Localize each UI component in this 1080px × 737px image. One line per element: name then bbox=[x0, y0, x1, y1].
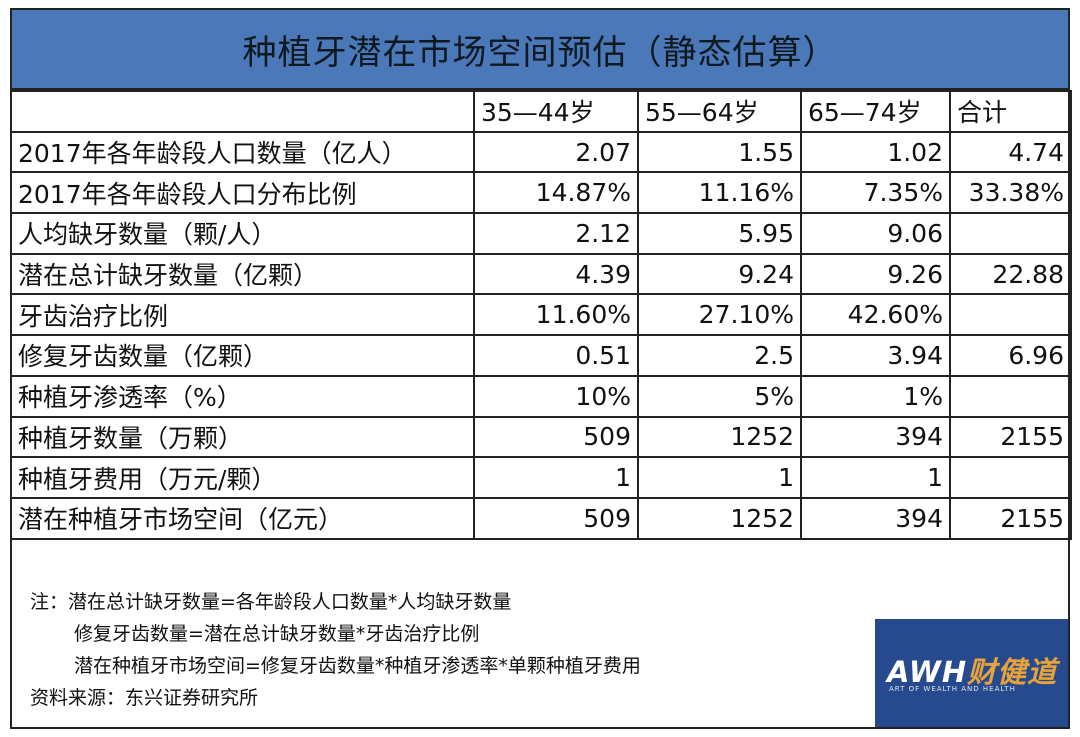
table-cell: 2155 bbox=[949, 496, 1072, 540]
table-row: 修复牙齿数量（亿颗） 0.51 2.5 3.94 6.96 bbox=[10, 334, 1072, 377]
table-cell: 5.95 bbox=[637, 212, 802, 255]
column-header: 35—44岁 bbox=[473, 90, 639, 133]
table-cell: 14.87% bbox=[473, 171, 639, 215]
table-row: 2017年各年龄段人口分布比例 14.87% 11.16% 7.35% 33.38% bbox=[10, 171, 1072, 215]
source-line: 资料来源：东兴证券研究所 bbox=[30, 687, 259, 709]
row-label: 牙齿治疗比例 bbox=[10, 293, 475, 337]
table-row: 种植牙数量（万颗） 509 1252 394 2155 bbox=[10, 415, 1072, 459]
table-cell: 1252 bbox=[637, 415, 802, 459]
column-header: 65—74岁 bbox=[800, 90, 951, 133]
table-row: 潜在总计缺牙数量（亿颗） 4.39 9.24 9.26 22.88 bbox=[10, 252, 1072, 296]
table-cell: 394 bbox=[800, 415, 951, 459]
table-cell: 1252 bbox=[637, 496, 802, 540]
table-row: 潜在种植牙市场空间（亿元） 509 1252 394 2155 bbox=[10, 496, 1072, 540]
table-row: 2017年各年龄段人口数量（亿人） 2.07 1.55 1.02 4.74 bbox=[10, 130, 1072, 174]
table-cell: 509 bbox=[473, 496, 639, 540]
table-cell: 2155 bbox=[949, 415, 1072, 459]
table-cell: 5% bbox=[637, 374, 802, 418]
table-cell: 1.02 bbox=[800, 130, 951, 174]
row-label: 人均缺牙数量（颗/人） bbox=[10, 212, 475, 255]
table-cell: 1 bbox=[473, 456, 639, 499]
note-line: 注：潜在总计缺牙数量=各年龄段人口数量*人均缺牙数量 bbox=[30, 591, 512, 613]
table-cell: 4.74 bbox=[949, 130, 1072, 174]
header-row: 35—44岁 55—64岁 65—74岁 合计 bbox=[10, 90, 1072, 133]
column-header: 合计 bbox=[949, 90, 1072, 133]
table-cell: 0.51 bbox=[473, 334, 639, 377]
column-header: 55—64岁 bbox=[637, 90, 802, 133]
table-row: 种植牙费用（万元/颗） 1 1 1 bbox=[10, 456, 1072, 499]
table-cell: 9.24 bbox=[637, 252, 802, 296]
table-cell: 33.38% bbox=[949, 171, 1072, 215]
row-label: 种植牙费用（万元/颗） bbox=[10, 456, 475, 499]
column-header bbox=[10, 90, 475, 133]
table-cell: 10% bbox=[473, 374, 639, 418]
table-cell bbox=[949, 293, 1072, 337]
brand-logo: AWH财健道 ART OF WEALTH AND HEALTH bbox=[875, 619, 1068, 727]
row-label: 2017年各年龄段人口数量（亿人） bbox=[10, 130, 475, 174]
row-label: 2017年各年龄段人口分布比例 bbox=[10, 171, 475, 215]
row-label: 修复牙齿数量（亿颗） bbox=[10, 334, 475, 377]
table-cell: 1% bbox=[800, 374, 951, 418]
table-cell: 22.88 bbox=[949, 252, 1072, 296]
page-title: 种植牙潜在市场空间预估（静态估算） bbox=[242, 32, 838, 73]
table-cell: 1 bbox=[800, 456, 951, 499]
table-cell: 42.60% bbox=[800, 293, 951, 337]
note-line: 修复牙齿数量=潜在总计缺牙数量*牙齿治疗比例 bbox=[74, 623, 480, 645]
table-cell: 3.94 bbox=[800, 334, 951, 377]
notes-block: 注：潜在总计缺牙数量=各年龄段人口数量*人均缺牙数量 修复牙齿数量=潜在总计缺牙… bbox=[30, 586, 860, 714]
table-cell: 27.10% bbox=[637, 293, 802, 337]
row-label: 种植牙渗透率（%） bbox=[10, 374, 475, 418]
table-cell: 509 bbox=[473, 415, 639, 459]
table-cell: 9.06 bbox=[800, 212, 951, 255]
row-label: 潜在种植牙市场空间（亿元） bbox=[10, 496, 475, 540]
row-label: 种植牙数量（万颗） bbox=[10, 415, 475, 459]
table-cell: 1.55 bbox=[637, 130, 802, 174]
table-cell: 1 bbox=[637, 456, 802, 499]
table-row: 牙齿治疗比例 11.60% 27.10% 42.60% bbox=[10, 293, 1072, 337]
table-cell: 11.16% bbox=[637, 171, 802, 215]
data-table: 35—44岁 55—64岁 65—74岁 合计 2017年各年龄段人口数量（亿人… bbox=[10, 90, 1072, 540]
table-cell: 6.96 bbox=[949, 334, 1072, 377]
table-cell: 7.35% bbox=[800, 171, 951, 215]
table-cell: 2.5 bbox=[637, 334, 802, 377]
title-bar: 种植牙潜在市场空间预估（静态估算） bbox=[10, 8, 1070, 90]
table-cell: 11.60% bbox=[473, 293, 639, 337]
logo-mark: AWH财健道 bbox=[887, 655, 1058, 689]
note-line: 潜在种植牙市场空间=修复牙齿数量*种植牙渗透率*单颗种植牙费用 bbox=[74, 655, 641, 677]
table-cell: 2.12 bbox=[473, 212, 639, 255]
table-cell: 2.07 bbox=[473, 130, 639, 174]
table-row: 种植牙渗透率（%） 10% 5% 1% bbox=[10, 374, 1072, 418]
table-cell: 9.26 bbox=[800, 252, 951, 296]
table-cell: 4.39 bbox=[473, 252, 639, 296]
table-row: 人均缺牙数量（颗/人） 2.12 5.95 9.06 bbox=[10, 212, 1072, 255]
table-cell: 394 bbox=[800, 496, 951, 540]
table-cell bbox=[949, 374, 1072, 418]
row-label: 潜在总计缺牙数量（亿颗） bbox=[10, 252, 475, 296]
table-cell bbox=[949, 456, 1072, 499]
logo-subtitle: ART OF WEALTH AND HEALTH bbox=[889, 685, 1016, 693]
table-cell bbox=[949, 212, 1072, 255]
